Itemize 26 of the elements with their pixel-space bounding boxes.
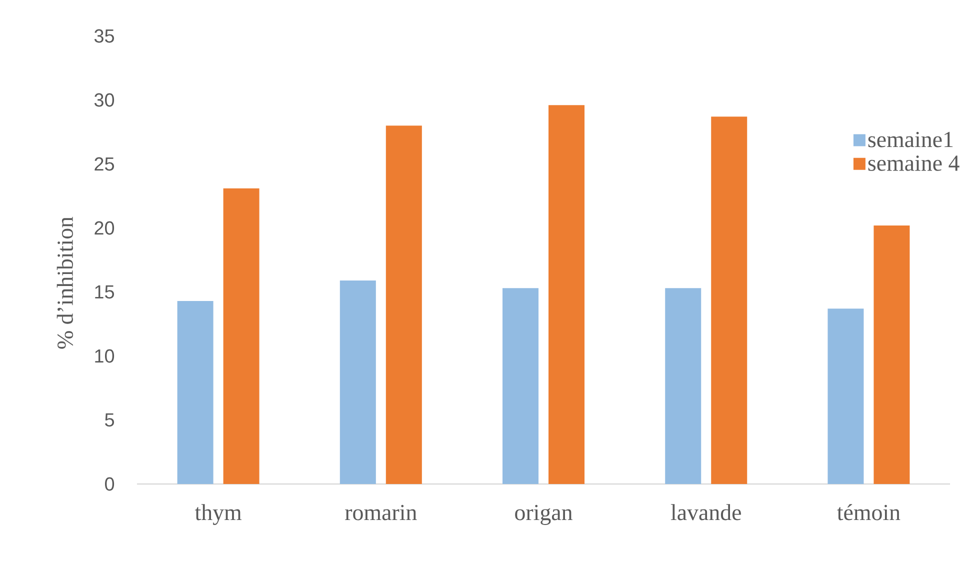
bar	[502, 288, 539, 484]
y-tick-label: 15	[95, 285, 114, 299]
y-tick-label: 5	[105, 413, 114, 427]
legend-label: semaine1	[868, 132, 953, 148]
x-tick-label: lavande	[670, 504, 741, 520]
y-tick-label: 20	[94, 221, 114, 235]
x-tick-label: thym	[194, 504, 242, 525]
bar	[340, 280, 376, 484]
y-tick-label: 35	[94, 29, 114, 43]
bar	[665, 288, 702, 484]
bar	[548, 105, 585, 484]
y-tick-label: 30	[94, 93, 114, 107]
x-tick-label: témoin	[837, 504, 900, 520]
legend-label: semaine 4	[868, 156, 960, 171]
bar	[711, 116, 748, 484]
y-tick-label: 0	[105, 477, 114, 491]
bar	[177, 300, 214, 484]
y-axis-title: % d’inhibition	[56, 216, 74, 349]
bar	[223, 188, 260, 484]
bar	[828, 308, 864, 484]
y-tick-label: 10	[95, 349, 114, 363]
bar	[874, 225, 910, 484]
bar	[386, 126, 422, 484]
x-tick-label: origan	[515, 504, 572, 525]
y-tick-label: 25	[94, 157, 114, 171]
x-tick-label: romarin	[345, 504, 417, 520]
